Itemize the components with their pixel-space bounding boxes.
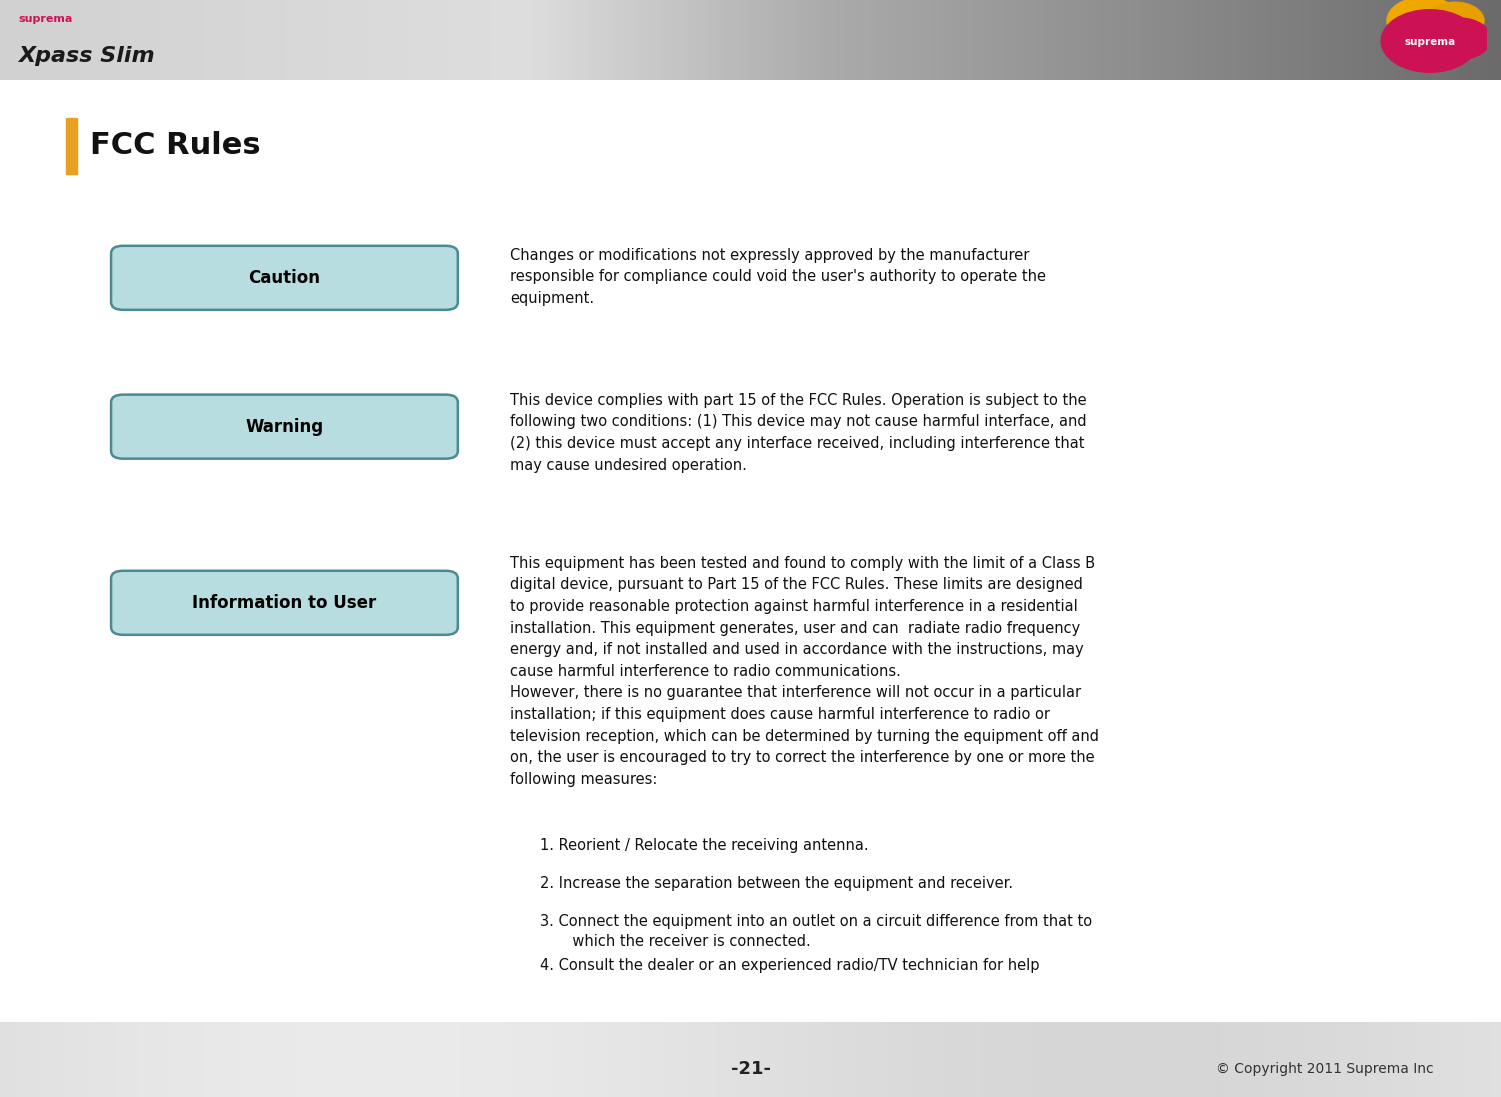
Circle shape bbox=[1426, 2, 1484, 39]
Text: FCC Rules: FCC Rules bbox=[90, 132, 261, 160]
FancyBboxPatch shape bbox=[111, 570, 458, 635]
Text: Caution: Caution bbox=[249, 269, 320, 286]
Text: 3. Connect the equipment into an outlet on a circuit difference from that to
   : 3. Connect the equipment into an outlet … bbox=[540, 914, 1093, 949]
Text: suprema: suprema bbox=[1403, 37, 1456, 47]
FancyBboxPatch shape bbox=[111, 246, 458, 309]
Text: Changes or modifications not expressly approved by the manufacturer
responsible : Changes or modifications not expressly a… bbox=[510, 248, 1046, 306]
Circle shape bbox=[1426, 18, 1490, 59]
FancyBboxPatch shape bbox=[111, 395, 458, 459]
Bar bbox=[66, 117, 77, 174]
Text: © Copyright 2011 Suprema Inc: © Copyright 2011 Suprema Inc bbox=[1216, 1062, 1433, 1075]
Circle shape bbox=[1381, 10, 1478, 72]
Circle shape bbox=[1387, 0, 1460, 45]
Text: 1. Reorient / Relocate the receiving antenna.: 1. Reorient / Relocate the receiving ant… bbox=[540, 838, 869, 853]
Text: This device complies with part 15 of the FCC Rules. Operation is subject to the
: This device complies with part 15 of the… bbox=[510, 393, 1087, 473]
Text: 4. Consult the dealer or an experienced radio/TV technician for help: 4. Consult the dealer or an experienced … bbox=[540, 958, 1040, 973]
Text: suprema: suprema bbox=[18, 14, 72, 24]
Text: This equipment has been tested and found to comply with the limit of a Class B
d: This equipment has been tested and found… bbox=[510, 556, 1099, 787]
Text: Xpass Slim: Xpass Slim bbox=[18, 46, 155, 66]
Text: Warning: Warning bbox=[245, 418, 324, 436]
Text: Information to User: Information to User bbox=[192, 593, 377, 612]
Text: 2. Increase the separation between the equipment and receiver.: 2. Increase the separation between the e… bbox=[540, 877, 1013, 891]
Text: -21-: -21- bbox=[731, 1060, 770, 1077]
